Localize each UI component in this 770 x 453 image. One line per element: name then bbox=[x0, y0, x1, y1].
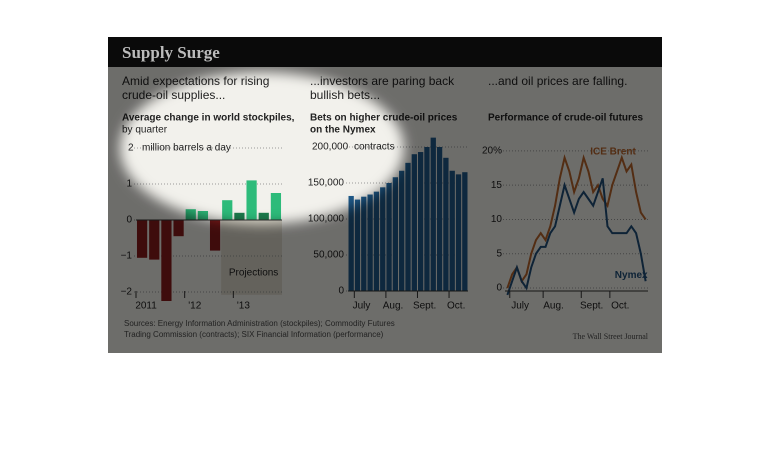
header-bar bbox=[108, 37, 662, 67]
source: Sources: Energy Information Administrati… bbox=[124, 319, 395, 328]
credit: The Wall Street Journal bbox=[573, 332, 649, 341]
dim-overlay bbox=[108, 67, 662, 353]
source: Trading Commission (contracts); SIX Fina… bbox=[124, 330, 384, 339]
header-title: Supply Surge bbox=[122, 43, 220, 62]
